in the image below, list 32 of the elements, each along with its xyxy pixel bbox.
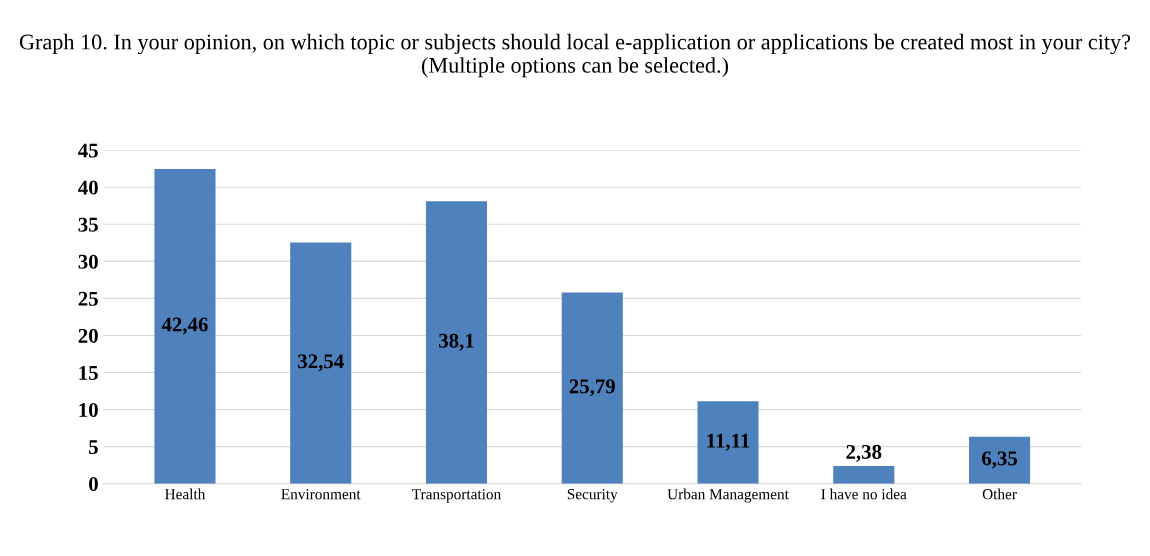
bar <box>425 201 488 484</box>
bar <box>968 436 1031 484</box>
x-tick-label: Other <box>982 488 1017 500</box>
data-label: 32,54 <box>298 354 344 372</box>
x-tick-label: Urban Management <box>667 488 789 503</box>
y-tick-label: 20 <box>78 328 98 343</box>
bar <box>290 242 352 484</box>
y-tick-label: 35 <box>78 217 98 232</box>
data-label: 11,11 <box>707 433 750 451</box>
y-tick-label: 10 <box>79 402 98 418</box>
data-label: 2,38 <box>846 444 882 462</box>
y-tick-label: 25 <box>78 291 98 306</box>
x-tick-label: Security <box>567 489 618 503</box>
bar <box>833 466 895 484</box>
y-tick-label: 0 <box>89 477 98 492</box>
y-tick-label: 40 <box>78 180 98 195</box>
x-tick-label: Health <box>165 488 206 500</box>
y-tick-label: 45 <box>78 143 98 158</box>
bar <box>561 292 623 484</box>
bar <box>697 401 759 484</box>
data-label: 38,1 <box>439 333 474 351</box>
chart-title: Graph 10. In your opinion, on which topic or subjects should local e-application or applications be created most in your city? (Multiple options can be selected.) <box>19 33 1131 78</box>
y-tick-label: 30 <box>78 254 98 269</box>
bar <box>154 168 216 484</box>
x-tick-label: I have no idea <box>821 488 907 500</box>
data-label: 42,46 <box>161 317 208 335</box>
data-label: 6,35 <box>982 451 1018 469</box>
x-tick-label: Environment <box>281 489 361 500</box>
y-tick-label: 5 <box>89 440 98 455</box>
x-tick-label: Transportation <box>412 489 501 503</box>
y-tick-label: 15 <box>79 365 98 380</box>
data-label: 25,79 <box>569 379 615 397</box>
